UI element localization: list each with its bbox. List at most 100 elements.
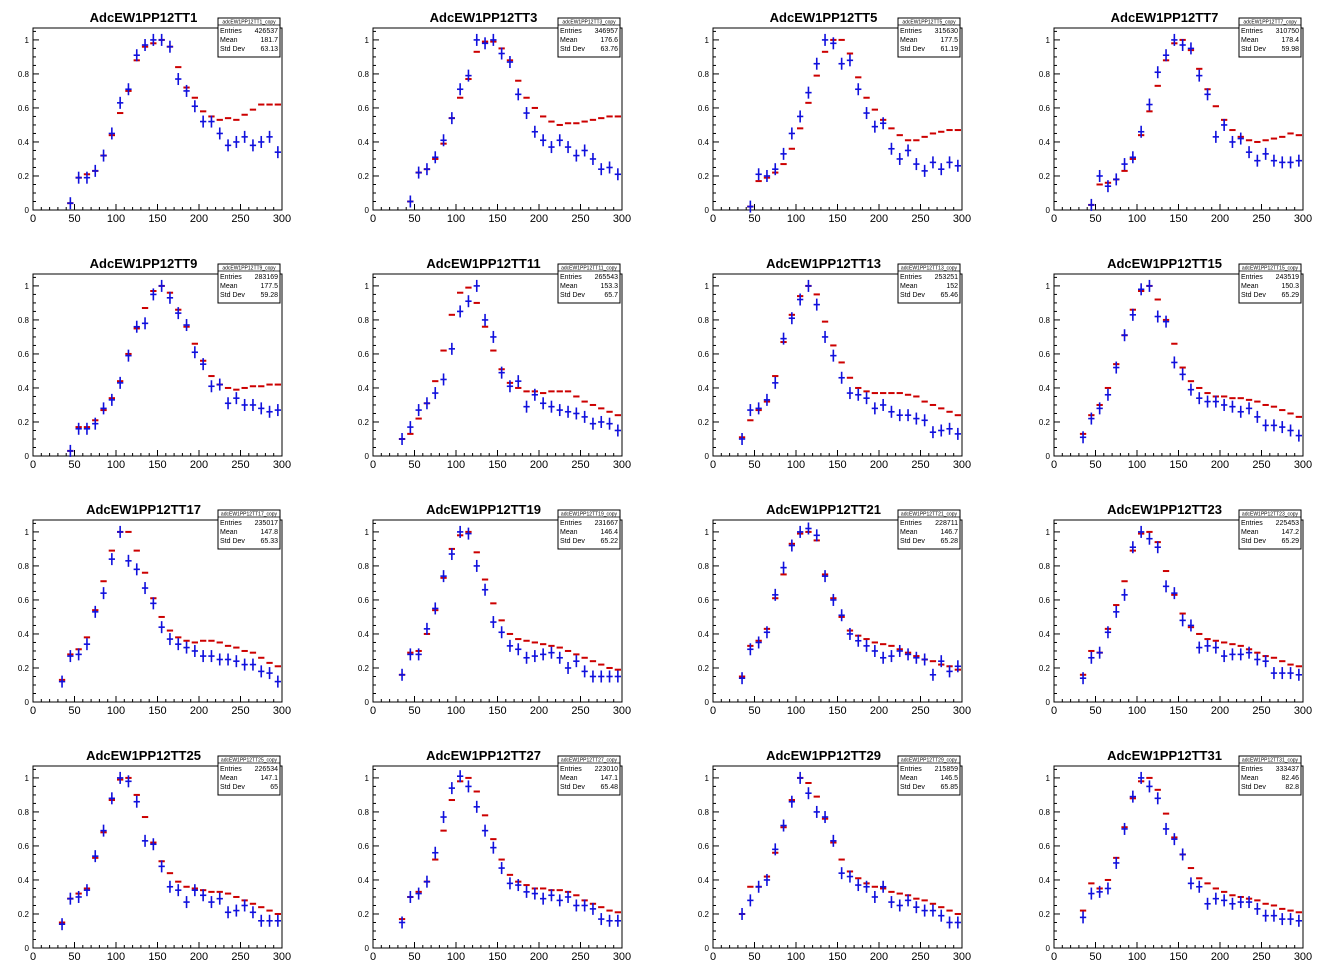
y-tick-label: 0.4 [18,138,30,147]
blue-data-point [1104,626,1112,639]
blue-data-point [224,139,232,152]
blue-data-point [606,417,613,430]
x-tick-label: 50 [68,705,80,717]
blue-data-point [274,404,281,417]
blue-data-point [108,792,115,805]
panel-title: AdcEW1PP12TT29 [766,748,881,763]
stat-label: Mean [900,283,918,290]
blue-data-point [92,605,99,618]
blue-data-point [1129,541,1136,554]
y-tick-label: 0.6 [358,350,370,359]
blue-data-point [1237,132,1244,145]
x-tick-label: 250 [1252,705,1270,717]
stat-value: 315630 [935,28,958,35]
blue-data-point [440,570,447,583]
blue-data-point [58,675,66,688]
blue-data-point [1254,653,1261,666]
blue-data-point [904,894,912,907]
blue-data-point [1154,66,1161,79]
blue-data-point [813,805,820,818]
blue-data-point [1295,668,1302,681]
stat-box-frame [217,263,281,304]
blue-data-point [1171,356,1178,369]
blue-data-point [183,896,190,909]
x-tick-label: 300 [1294,951,1312,963]
blue-data-point [133,49,140,62]
x-tick-label: 200 [530,213,548,225]
x-tick-label: 250 [571,213,589,225]
blue-data-point [233,655,240,668]
blue-data-point [1088,887,1095,900]
x-tick-label: 150 [148,213,166,225]
blue-data-point [614,424,621,437]
blue-data-point [1221,650,1228,663]
blue-data-point [913,651,920,664]
y-tick-label: 0.6 [18,596,30,605]
stat-box: adcEW1PP12TT13_copy Entries 253251 Mean 152 S… [897,263,961,304]
blue-data-point [183,641,190,654]
stat-value: 265543 [595,274,618,281]
blue-data-point [125,349,132,362]
blue-data-point [100,587,107,600]
blue-data-point [274,146,281,159]
stat-value: 63.13 [260,46,278,53]
blue-data-point [1146,780,1153,793]
blue-data-point [432,602,439,615]
blue-data-point [440,373,447,386]
blue-data-point [117,96,124,109]
stat-label: Entries [560,520,582,527]
blue-data-point [564,141,572,154]
blue-data-point [763,873,771,886]
blue-data-point [755,168,762,181]
blue-data-point [191,884,198,897]
blue-data-point [208,650,215,663]
stat-value: 59.28 [260,292,278,299]
blue-data-point [1204,897,1211,910]
y-tick-label: 0 [25,944,30,953]
stat-label: Mean [1241,283,1259,290]
blue-data-point [1129,790,1136,803]
blue-data-point [1254,902,1261,915]
blue-data-point [1088,198,1095,211]
blue-data-point [490,616,497,629]
x-tick-label: 0 [710,951,716,963]
blue-data-point [1179,368,1186,381]
stat-label: Std Dev [900,292,925,299]
x-tick-label: 300 [273,951,291,963]
blue-data-point [606,161,613,174]
x-tick-label: 250 [571,705,589,717]
blue-data-point [523,885,530,898]
blue-data-point [938,163,945,176]
blue-data-point [224,906,232,919]
y-tick-label: 0.8 [1039,70,1051,79]
x-tick-label: 0 [710,459,716,471]
blue-data-point [772,163,779,176]
x-tick-label: 0 [1051,213,1057,225]
blue-data-point [208,896,215,909]
blue-data-point [258,914,265,927]
blue-data-point [830,37,837,50]
blue-data-point [598,913,605,926]
blue-data-point [871,644,878,657]
stat-value: 61.19 [940,46,958,53]
blue-data-point [75,890,82,903]
blue-data-point [1146,279,1153,292]
stat-value: 152 [946,283,958,290]
blue-data-point [448,342,455,355]
blue-data-point [747,200,754,213]
x-tick-label: 250 [1252,459,1270,471]
blue-data-point [1113,361,1120,374]
blue-data-point [1270,909,1278,922]
blue-data-point [531,125,538,138]
blue-data-point [423,397,431,410]
blue-data-point [274,914,281,927]
y-tick-label: 1 [365,774,370,783]
blue-data-point [200,115,207,128]
blue-data-point [274,675,281,688]
blue-data-point [1229,135,1236,148]
blue-data-point [938,655,945,668]
blue-data-point [788,312,795,325]
blue-data-point [166,40,174,53]
blue-data-point [117,525,124,538]
y-tick-label: 0.2 [18,172,30,181]
